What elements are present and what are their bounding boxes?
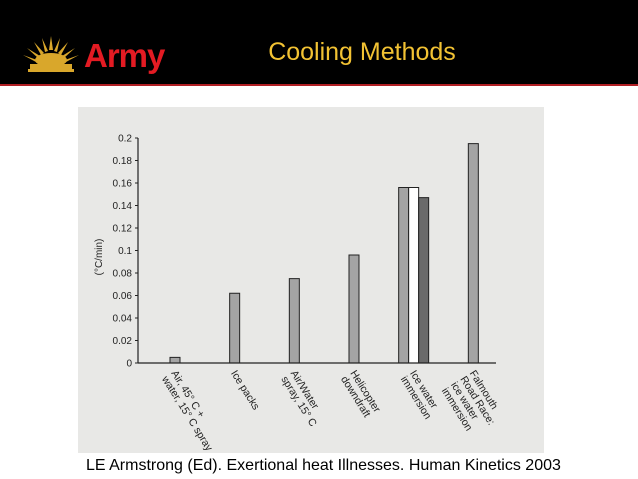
y-tick-label: 0.14 bbox=[113, 201, 133, 212]
page-title: Cooling Methods bbox=[268, 38, 456, 66]
y-tick-label: 0.1 bbox=[118, 246, 132, 257]
y-tick-label: 0.08 bbox=[113, 269, 133, 280]
y-tick-label: 0.2 bbox=[118, 134, 132, 145]
source-caption: LE Armstrong (Ed). Exertional heat Illne… bbox=[86, 457, 561, 474]
figure-background bbox=[78, 107, 544, 453]
chart-figure: (°C/min) 0 0.02 0.04 0.06 0.08 0.1 0.12 0.14 0.1… bbox=[78, 107, 544, 454]
bar bbox=[398, 187, 410, 364]
cooling-rate-chart: (°C/min) 0 0.02 0.04 0.06 0.08 0.1 0.12 0.14 0.1… bbox=[78, 107, 544, 454]
slide-header bbox=[0, 0, 638, 86]
bar bbox=[288, 278, 300, 364]
bar bbox=[418, 197, 430, 364]
bar bbox=[408, 187, 420, 364]
bar bbox=[229, 292, 241, 364]
y-tick-label: 0.02 bbox=[113, 336, 133, 347]
y-tick-label: 0 bbox=[126, 359, 132, 370]
y-tick-label: 0.12 bbox=[113, 224, 133, 235]
y-axis-label: (°C/min) bbox=[94, 239, 105, 276]
bar bbox=[169, 356, 181, 364]
y-tick-label: 0.06 bbox=[113, 291, 133, 302]
army-brand-label: Army bbox=[84, 37, 165, 74]
y-tick-label: 0.16 bbox=[113, 179, 133, 190]
bar bbox=[348, 254, 360, 364]
army-sun-badge-icon bbox=[23, 36, 79, 72]
header-divider bbox=[0, 84, 638, 86]
bar bbox=[467, 143, 479, 364]
y-tick-label: 0.04 bbox=[113, 314, 133, 325]
y-tick-label: 0.18 bbox=[113, 156, 133, 167]
